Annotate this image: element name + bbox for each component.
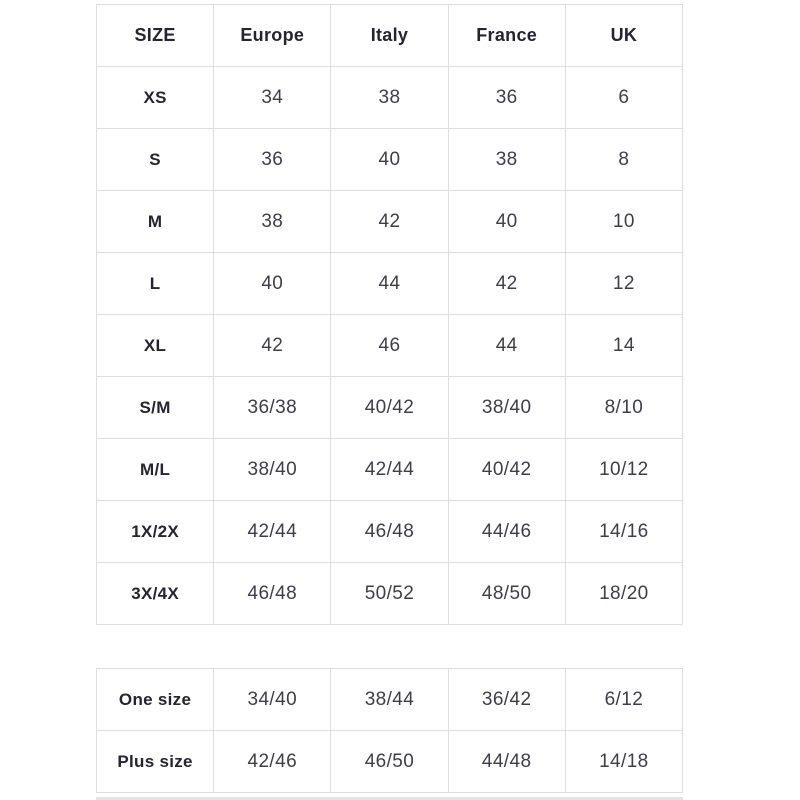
size-row-sm: S/M 36/38 40/42 38/40 8/10 [95,376,684,439]
column-header-size: SIZE [95,4,215,67]
size-value-cell: 8/10 [564,376,684,439]
size-value-cell: 46/48 [213,562,332,625]
size-label-cell: S [95,128,215,191]
size-value-cell: 38 [447,128,566,191]
size-row-xs: XS 34 38 36 6 [95,66,684,129]
size-label-cell: 1X/2X [95,500,215,563]
column-header-europe: Europe [213,4,332,67]
size-label-cell: M [95,190,215,253]
size-label-cell: M/L [95,438,215,501]
next-table-top-edge [96,797,683,800]
special-size-row-one-size: One size 34/40 38/44 36/42 6/12 [95,668,684,731]
size-row-s: S 36 40 38 8 [95,128,684,191]
size-label-cell: XL [95,314,215,377]
size-value-cell: 14/18 [564,730,684,793]
size-value-cell: 36 [213,128,332,191]
size-value-cell: 38 [330,66,449,129]
size-value-cell: 44/48 [447,730,566,793]
size-value-cell: 12 [564,252,684,315]
size-value-cell: 14 [564,314,684,377]
header-row: SIZE Europe Italy France UK [95,4,684,67]
size-value-cell: 10 [564,190,684,253]
size-row-l: L 40 44 42 12 [95,252,684,315]
size-value-cell: 44 [447,314,566,377]
size-value-cell: 34/40 [213,668,332,731]
size-label-cell: S/M [95,376,215,439]
size-value-cell: 36 [447,66,566,129]
size-conversion-table-container: SIZE Europe Italy France UK XS 34 38 36 … [95,4,684,625]
size-value-cell: 42/46 [213,730,332,793]
column-header-italy: Italy [330,4,449,67]
size-value-cell: 42 [330,190,449,253]
size-label-cell: One size [95,668,215,731]
size-label-cell: Plus size [95,730,215,793]
size-value-cell: 40 [213,252,332,315]
size-value-cell: 38 [213,190,332,253]
size-value-cell: 42/44 [330,438,449,501]
column-header-france: France [447,4,566,67]
size-value-cell: 42 [213,314,332,377]
size-value-cell: 38/44 [330,668,449,731]
size-label-cell: L [95,252,215,315]
size-row-1x2x: 1X/2X 42/44 46/48 44/46 14/16 [95,500,684,563]
size-value-cell: 8 [564,128,684,191]
size-value-cell: 38/40 [447,376,566,439]
size-value-cell: 36/38 [213,376,332,439]
size-value-cell: 46/48 [330,500,449,563]
size-value-cell: 44/46 [447,500,566,563]
size-value-cell: 6/12 [564,668,684,731]
size-row-ml: M/L 38/40 42/44 40/42 10/12 [95,438,684,501]
size-value-cell: 34 [213,66,332,129]
size-value-cell: 46 [330,314,449,377]
size-value-cell: 38/40 [213,438,332,501]
size-label-cell: XS [95,66,215,129]
size-row-3x4x: 3X/4X 46/48 50/52 48/50 18/20 [95,562,684,625]
size-value-cell: 46/50 [330,730,449,793]
size-label-cell: 3X/4X [95,562,215,625]
size-value-cell: 14/16 [564,500,684,563]
size-value-cell: 42 [447,252,566,315]
special-size-table: One size 34/40 38/44 36/42 6/12 Plus siz… [95,668,684,793]
size-value-cell: 36/42 [447,668,566,731]
size-conversion-table: SIZE Europe Italy France UK XS 34 38 36 … [95,4,684,625]
size-value-cell: 40/42 [447,438,566,501]
size-value-cell: 40/42 [330,376,449,439]
size-value-cell: 18/20 [564,562,684,625]
size-value-cell: 40 [330,128,449,191]
size-value-cell: 44 [330,252,449,315]
column-header-uk: UK [564,4,684,67]
size-row-m: M 38 42 40 10 [95,190,684,253]
size-value-cell: 48/50 [447,562,566,625]
special-size-table-container: One size 34/40 38/44 36/42 6/12 Plus siz… [95,668,684,793]
special-size-row-plus-size: Plus size 42/46 46/50 44/48 14/18 [95,730,684,793]
size-value-cell: 10/12 [564,438,684,501]
size-value-cell: 40 [447,190,566,253]
size-value-cell: 50/52 [330,562,449,625]
size-value-cell: 6 [564,66,684,129]
size-row-xl: XL 42 46 44 14 [95,314,684,377]
size-value-cell: 42/44 [213,500,332,563]
